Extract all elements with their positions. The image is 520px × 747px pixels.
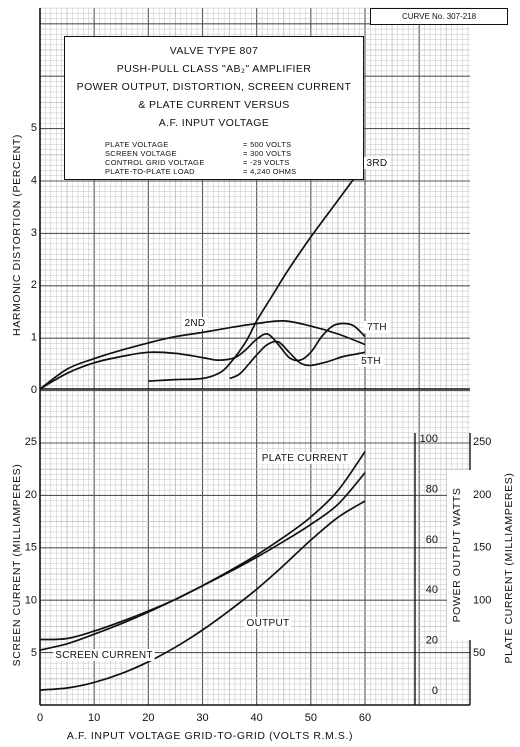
x-tick-label: 60 bbox=[359, 712, 371, 724]
axes bbox=[39, 8, 471, 706]
label-2nd-harmonic: 2ND bbox=[185, 318, 206, 329]
title-line-input: A.F. INPUT VOLTAGE bbox=[158, 117, 270, 129]
label-7th-harmonic: 7TH bbox=[367, 322, 387, 333]
label-output: OUTPUT bbox=[247, 618, 290, 629]
distortion-y-tick-label: 0 bbox=[31, 384, 37, 396]
series-line-2nd bbox=[39, 319, 366, 390]
distortion-y-tick-label: 3 bbox=[31, 227, 37, 239]
series-line-3rd bbox=[148, 163, 366, 382]
x-tick-label: 0 bbox=[37, 712, 43, 724]
label-5th-harmonic: 5TH bbox=[361, 356, 381, 367]
title-line-quantities: POWER OUTPUT, DISTORTION, SCREEN CURRENT bbox=[76, 81, 352, 93]
x-axis-title: A.F. INPUT VOLTAGE GRID-TO-GRID (VOLTS R… bbox=[67, 730, 353, 742]
distortion-y-tick-label: 5 bbox=[31, 122, 37, 134]
series-line-output bbox=[39, 500, 366, 691]
plate-current-y-tick-label: 50 bbox=[473, 647, 485, 659]
condition-value: = 500 VOLTS bbox=[243, 140, 292, 149]
label-output-backing bbox=[244, 617, 292, 629]
series-line-7th bbox=[39, 322, 366, 390]
power-output-y-tick-label: 60 bbox=[426, 534, 438, 546]
power-output-y-tick-label: 0 bbox=[432, 685, 438, 697]
plate-current-y-axis-title: PLATE CURRENT (MILLIAMPERES) bbox=[503, 473, 515, 664]
power-output-label-panel bbox=[447, 470, 471, 640]
distortion-y-tick-label: 4 bbox=[31, 174, 37, 186]
power-output-y-tick-label: 80 bbox=[426, 483, 438, 495]
title-line-amplifier: PUSH-PULL CLASS "AB₂" AMPLIFIER bbox=[116, 63, 312, 75]
condition-value: = 4,240 OHMS bbox=[243, 167, 297, 176]
title-line-plate: & PLATE CURRENT VERSUS bbox=[138, 99, 290, 111]
label-plate-current-backing bbox=[257, 452, 353, 464]
label-5th-harmonic-backing bbox=[357, 355, 385, 367]
title-box: VALVE TYPE 807 PUSH-PULL CLASS "AB₂" AMP… bbox=[64, 36, 364, 180]
screen-current-y-tick-label: 25 bbox=[25, 436, 37, 448]
condition-label: PLATE VOLTAGE bbox=[105, 140, 169, 149]
series-lines bbox=[39, 163, 366, 691]
power-output-y-tick-label: 40 bbox=[426, 584, 438, 596]
screen-current-y-tick-label: 20 bbox=[25, 489, 37, 501]
curve-number-label: CURVE No. 307-218 bbox=[370, 8, 508, 25]
condition-value: = -29 VOLTS bbox=[243, 158, 290, 167]
x-tick-label: 40 bbox=[251, 712, 263, 724]
tick-labels: 0123455101520250204060801005010015020025… bbox=[25, 122, 492, 724]
label-3rd-harmonic: 3RD bbox=[367, 158, 388, 169]
label-7th-harmonic-backing bbox=[363, 321, 391, 333]
x-tick-label: 20 bbox=[142, 712, 154, 724]
screen-current-y-tick-label: 10 bbox=[25, 594, 37, 606]
power-output-y-tick-label: 20 bbox=[426, 635, 438, 647]
label-3rd-harmonic-backing bbox=[363, 157, 391, 169]
condition-value: = 300 VOLTS bbox=[243, 149, 292, 158]
series-line-5th bbox=[229, 340, 366, 380]
condition-label: SCREEN VOLTAGE bbox=[105, 149, 177, 158]
label-2nd-harmonic-backing bbox=[181, 317, 209, 329]
power-output-y-tick-label: 100 bbox=[420, 433, 438, 445]
distortion-y-axis-title: HARMONIC DISTORTION (PERCENT) bbox=[11, 134, 23, 336]
power-output-y-axis-title: POWER OUTPUT WATTS bbox=[451, 488, 463, 623]
series-line-screen-current bbox=[39, 472, 366, 651]
label-screen-current-backing bbox=[53, 649, 155, 661]
distortion-y-tick-label: 2 bbox=[31, 279, 37, 291]
x-tick-label: 10 bbox=[88, 712, 100, 724]
graph-paper-grid bbox=[39, 7, 470, 706]
label-screen-current: SCREEN CURRENT bbox=[55, 650, 153, 661]
screen-current-y-axis-title: SCREEN CURRENT (MILLIAMPERES) bbox=[11, 464, 23, 667]
screen-current-y-tick-label: 5 bbox=[31, 647, 37, 659]
distortion-y-tick-label: 1 bbox=[31, 332, 37, 344]
plate-current-y-tick-label: 100 bbox=[473, 594, 491, 606]
x-tick-label: 30 bbox=[196, 712, 208, 724]
plate-current-y-tick-label: 250 bbox=[473, 436, 491, 448]
condition-label: PLATE-TO-PLATE LOAD bbox=[105, 167, 195, 176]
x-tick-label: 50 bbox=[305, 712, 317, 724]
plate-current-y-tick-label: 200 bbox=[473, 489, 491, 501]
condition-label: CONTROL GRID VOLTAGE bbox=[105, 158, 205, 167]
title-line-valve: VALVE TYPE 807 bbox=[169, 45, 259, 57]
label-plate-current: PLATE CURRENT bbox=[262, 453, 349, 464]
screen-current-y-tick-label: 15 bbox=[25, 542, 37, 554]
curve-annotations: 2ND 3RD 5TH 7TH PLATE CURRENT SCREEN CURRENT O… bbox=[53, 157, 391, 661]
plate-current-y-tick-label: 150 bbox=[473, 542, 491, 554]
